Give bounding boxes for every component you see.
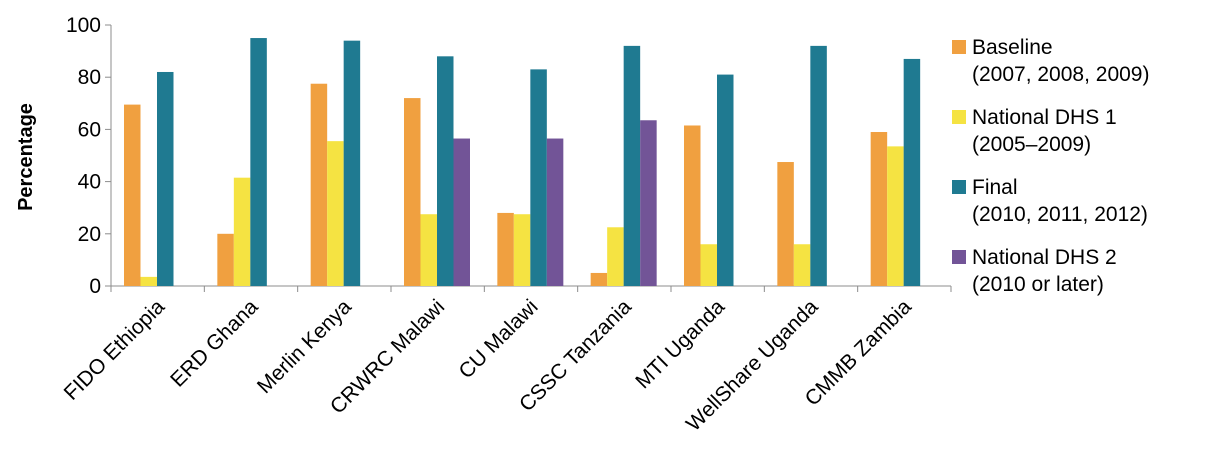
bar-baseline-erd-ghana — [217, 233, 234, 286]
legend-swatch-national-dhs-2 — [952, 250, 966, 264]
x-tick-label: Merlin Kenya — [253, 295, 356, 398]
bar-final-fido-ethiopia — [157, 71, 174, 286]
bar-baseline-mti-uganda — [684, 125, 701, 286]
bars — [124, 38, 921, 287]
bar-baseline-cu-malawi — [497, 212, 514, 286]
bar-national-dhs-1-merlin-kenya — [327, 141, 344, 286]
bar-national-dhs-1-cssc-tanzania — [607, 227, 624, 286]
legend-swatch-national-dhs-1 — [952, 110, 966, 124]
bar-national-dhs-1-cu-malawi — [513, 214, 531, 286]
bar-national-dhs-1-crwrc-malawi — [420, 214, 437, 286]
bar-national-dhs-1-fido-ethiopia — [140, 276, 157, 286]
bar-final-crwrc-malawi — [437, 56, 454, 286]
y-tick-label: 0 — [89, 275, 101, 298]
y-tick-label: 40 — [78, 171, 101, 194]
bar-national-dhs-1-cmmb-zambia — [887, 146, 904, 286]
bar-baseline-cssc-tanzania — [590, 272, 608, 286]
legend-sublabel: (2007, 2008, 2009) — [972, 63, 1150, 86]
legend-swatch-final — [952, 180, 966, 194]
legend-label: National DHS 1 — [972, 106, 1117, 129]
y-tick-label: 100 — [66, 14, 101, 37]
y-tick-label: 20 — [78, 223, 101, 246]
legend-sublabel: (2010, 2011, 2012) — [972, 203, 1148, 226]
legend-sublabel: (2005–2009) — [972, 133, 1092, 156]
bar-national-dhs-2-crwrc-malawi — [453, 138, 470, 286]
bar-final-cu-malawi — [530, 69, 547, 287]
legend-swatch-baseline — [952, 40, 966, 54]
legend-label: Final — [972, 176, 1018, 199]
bar-baseline-wellshare-uganda — [777, 162, 794, 286]
legend-item-final: Final (2010, 2011, 2012) — [952, 174, 1230, 228]
bar-national-dhs-2-cu-malawi — [546, 138, 564, 286]
bar-final-mti-uganda — [717, 74, 734, 286]
bar-final-erd-ghana — [250, 38, 267, 286]
bar-baseline-cmmb-zambia — [870, 132, 888, 286]
bar-national-dhs-1-mti-uganda — [700, 244, 717, 286]
bar-final-merlin-kenya — [343, 40, 361, 286]
bar-final-cmmb-zambia — [903, 58, 921, 287]
legend-sublabel: (2010 or later) — [972, 273, 1104, 296]
bar-final-wellshare-uganda — [810, 45, 827, 286]
y-tick-label: 80 — [78, 66, 101, 89]
bar-national-dhs-2-cssc-tanzania — [640, 120, 657, 286]
x-tick-label: MTI Uganda — [631, 295, 729, 393]
bar-baseline-merlin-kenya — [310, 83, 328, 286]
y-tick-label: 60 — [78, 118, 101, 141]
bar-national-dhs-1-wellshare-uganda — [793, 244, 811, 286]
legend-label: National DHS 2 — [972, 246, 1117, 269]
legend: Baseline (2007, 2008, 2009) National DHS… — [952, 34, 1230, 314]
x-tick-label: FIDO Ethiopia — [60, 295, 170, 405]
legend-label: Baseline — [972, 36, 1053, 59]
bar-baseline-fido-ethiopia — [124, 104, 141, 286]
legend-item-baseline: Baseline (2007, 2008, 2009) — [952, 34, 1230, 88]
legend-item-national-dhs-1: National DHS 1 (2005–2009) — [952, 104, 1230, 158]
x-tick-label: ERD Ghana — [166, 295, 263, 392]
bar-national-dhs-1-erd-ghana — [233, 177, 251, 286]
y-axis-label: Percentage — [15, 103, 37, 211]
x-tick-label: CU Malawi — [454, 295, 542, 383]
bar-baseline-crwrc-malawi — [404, 98, 421, 286]
bar-final-cssc-tanzania — [623, 45, 641, 286]
legend-item-national-dhs-2: National DHS 2 (2010 or later) — [952, 244, 1230, 298]
